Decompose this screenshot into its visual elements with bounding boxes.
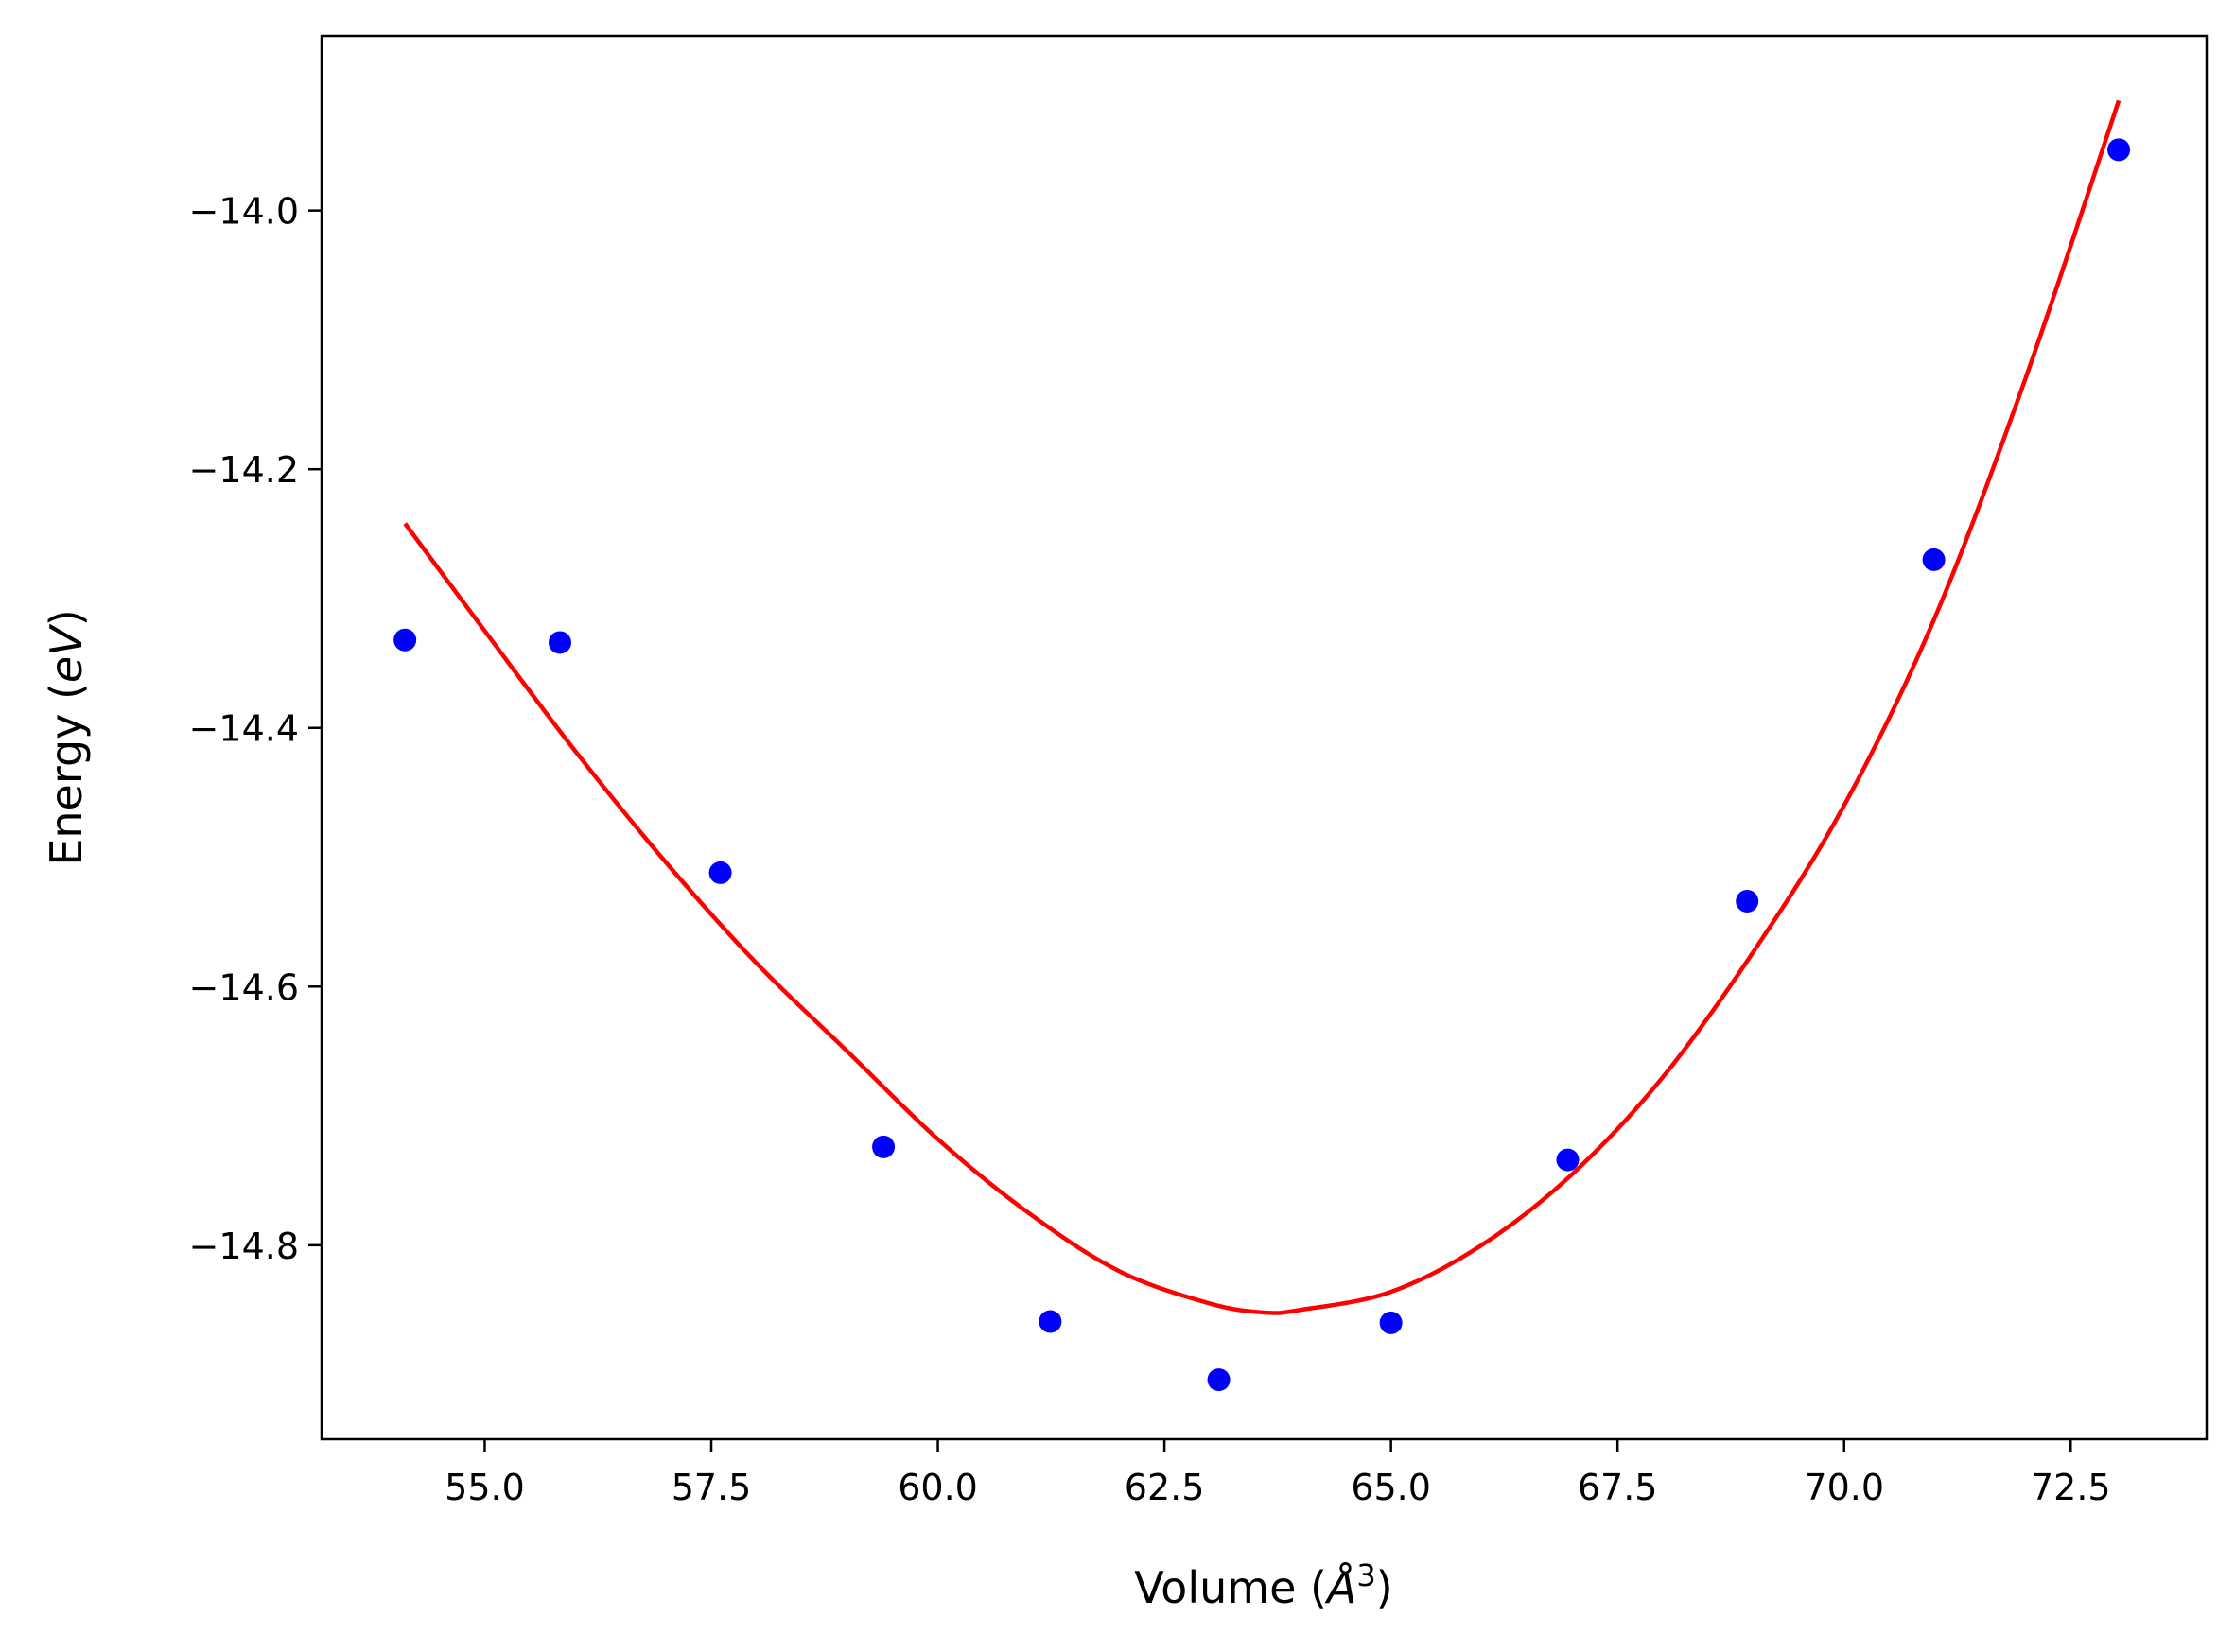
plot-frame [320,34,2209,1441]
data-point [1207,1368,1231,1392]
y-tick-label: −14.0 [189,191,299,233]
x-tick-label: 72.5 [2031,1467,2111,1508]
data-point [872,1135,896,1158]
data-point [1922,548,1946,571]
y-axis-label-suffix: ) [41,609,92,626]
x-axis-ticks: 55.0 57.5 60.0 62.5 65.0 67.5 70.0 72.5 [445,1439,2111,1508]
y-axis-label-unit: eV [41,623,92,683]
x-tick-label: 70.0 [1804,1467,1884,1508]
data-point [2107,138,2131,162]
y-axis-label-prefix: Energy ( [41,683,92,866]
x-axis-label: Volume (Å3) [1134,1557,1392,1613]
x-tick-label: 60.0 [898,1467,978,1508]
y-tick-label: −14.6 [189,966,299,1008]
y-tick-label: −14.8 [189,1226,299,1267]
x-tick-label: 57.5 [672,1467,752,1508]
y-tick-label: −14.4 [189,708,299,750]
x-axis-label-suffix: ) [1376,1562,1393,1613]
data-point [1039,1310,1062,1333]
x-tick-label: 62.5 [1125,1467,1205,1508]
data-point [1736,890,1759,913]
x-tick-label: 65.0 [1351,1467,1431,1508]
y-axis-ticks: −14.0 −14.2 −14.4 −14.6 −14.8 [189,191,322,1267]
x-axis-label-prefix: Volume ( [1134,1562,1327,1613]
x-axis-label-exponent: 3 [1356,1557,1375,1593]
y-axis-label: Energy (eV) [41,609,92,865]
fit-curve [403,99,2122,1315]
y-tick-label: −14.2 [189,449,299,491]
data-point [708,861,732,884]
data-point [393,628,417,652]
x-axis-label-unit: Å [1324,1562,1356,1613]
data-point [548,631,571,654]
data-point [1556,1148,1580,1172]
x-tick-label: 55.0 [445,1467,525,1508]
fit-curve-layer [403,99,2122,1315]
scatter-points-layer [393,138,2131,1392]
x-tick-label: 67.5 [1578,1467,1658,1508]
data-point [1379,1311,1403,1334]
